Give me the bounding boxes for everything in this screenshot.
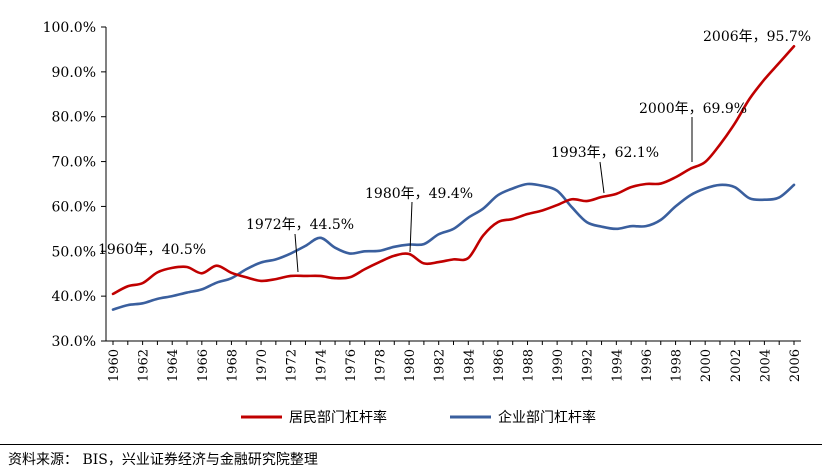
- y-tick-label: 80.0%: [52, 110, 96, 126]
- series-line-corporate: [111, 182, 796, 311]
- data-label-1993: 1993年，62.1%: [551, 145, 659, 161]
- legend: 居民部门杠杆率 企业部门杠杆率: [241, 409, 596, 426]
- y-tick-label: 90.0%: [52, 65, 96, 81]
- data-label-1980: 1980年，49.4%: [365, 186, 473, 202]
- legend-entry: 居民部门杠杆率: [289, 409, 387, 426]
- annotation-leader: [294, 233, 299, 273]
- x-tick-label: 1978: [373, 349, 388, 382]
- series-layer: [111, 44, 796, 311]
- x-tick-label: 1972: [285, 349, 300, 382]
- series-line-household: [111, 44, 796, 296]
- x-tick-label: 1992: [581, 349, 596, 382]
- x-tick-label: 1976: [344, 349, 359, 382]
- x-tick-label: 2002: [729, 349, 744, 382]
- y-tick-label: 50.0%: [52, 244, 96, 260]
- x-tick-label: 1994: [610, 349, 625, 382]
- x-tick-label: 1990: [551, 349, 566, 382]
- x-tick-label: 2004: [758, 349, 773, 382]
- data-label-2006: 2006年，95.7%: [703, 29, 811, 45]
- x-tick-label: 1968: [225, 349, 240, 382]
- x-tick-label: 2000: [699, 349, 714, 382]
- data-label-1972: 1972年，44.5%: [246, 217, 354, 233]
- x-tick-label: 1970: [255, 349, 270, 382]
- source-note: 资料来源： BIS，兴业证券经济与金融研究院整理: [8, 452, 318, 468]
- x-tick-label: 1998: [670, 349, 685, 382]
- legend-entry: 企业部门杠杆率: [498, 409, 596, 426]
- x-tick-label: 1986: [492, 349, 507, 382]
- source-divider: [0, 444, 822, 445]
- x-tick-label: 1996: [640, 349, 655, 382]
- x-tick-label: 1966: [196, 349, 211, 382]
- axes: 30.0% 40.0% 50.0% 60.0% 70.0% 80.0% 90.0% 100.0…: [43, 20, 803, 382]
- annotation-leader: [599, 161, 605, 194]
- x-tick-label: 1962: [137, 349, 152, 382]
- data-label-1960: 1960年，40.5%: [98, 242, 206, 258]
- data-label-2000: 2000年，69.9%: [639, 101, 747, 117]
- x-tick-label: 1982: [433, 349, 448, 382]
- x-tick-label: 1984: [462, 349, 477, 382]
- y-tick-label: 70.0%: [52, 155, 96, 171]
- annotation-layer: 1960年，40.5% 1972年，44.5% 1980年，49.4% 1993年，6…: [98, 29, 811, 273]
- x-tick-label: 1960: [107, 349, 122, 382]
- x-tick-label: 1974: [314, 349, 329, 382]
- leverage-line-chart: 30.0% 40.0% 50.0% 60.0% 70.0% 80.0% 90.0% 100.0…: [43, 20, 812, 426]
- x-tick-label: 1988: [522, 349, 537, 382]
- y-tick-label: 60.0%: [52, 199, 96, 215]
- x-tick-label: 2006: [788, 349, 803, 382]
- y-tick-label: 100.0%: [43, 20, 96, 36]
- y-tick-label: 30.0%: [52, 334, 96, 350]
- y-tick-label: 40.0%: [52, 289, 96, 305]
- annotation-leader: [409, 201, 413, 253]
- x-tick-label: 1964: [166, 349, 181, 382]
- x-tick-label: 1980: [403, 349, 418, 382]
